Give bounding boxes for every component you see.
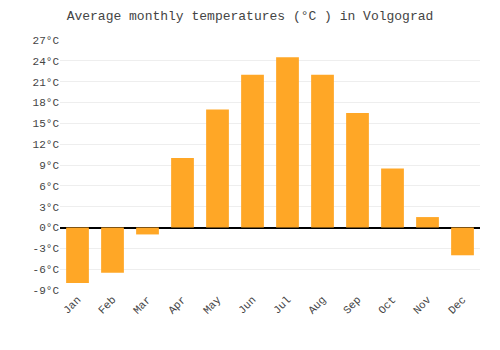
svg-text:Dec: Dec (446, 294, 468, 316)
svg-text:-9°C: -9°C (33, 285, 60, 297)
svg-text:Nov: Nov (411, 294, 434, 317)
svg-text:3°C: 3°C (39, 202, 59, 214)
svg-text:-6°C: -6°C (33, 264, 60, 276)
svg-text:15°C: 15°C (33, 118, 60, 130)
svg-text:Average monthly temperatures (: Average monthly temperatures (°C ) in Vo… (67, 9, 434, 24)
svg-text:Jul: Jul (271, 294, 293, 316)
svg-text:Feb: Feb (96, 294, 118, 316)
svg-text:Aug: Aug (306, 294, 328, 316)
svg-text:21°C: 21°C (33, 77, 60, 89)
svg-text:Mar: Mar (131, 294, 153, 316)
svg-text:6°C: 6°C (39, 181, 59, 193)
svg-text:Jan: Jan (61, 294, 83, 316)
svg-text:9°C: 9°C (39, 160, 59, 172)
svg-text:0°C: 0°C (39, 222, 59, 234)
svg-text:Sep: Sep (341, 294, 363, 316)
svg-text:24°C: 24°C (33, 56, 60, 68)
svg-text:27°C: 27°C (33, 35, 60, 47)
svg-text:18°C: 18°C (33, 97, 60, 109)
svg-text:12°C: 12°C (33, 139, 60, 151)
svg-text:Oct: Oct (376, 294, 398, 316)
svg-text:May: May (201, 294, 224, 317)
svg-text:Apr: Apr (166, 294, 188, 316)
svg-text:-3°C: -3°C (33, 243, 60, 255)
svg-text:Jun: Jun (236, 294, 258, 316)
